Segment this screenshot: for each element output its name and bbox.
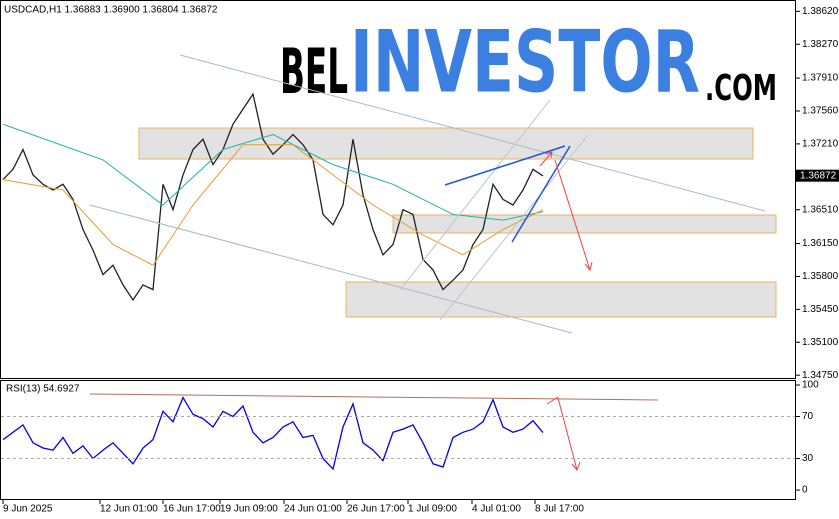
x-tick-label: 16 Jun 17:00 [163,504,221,515]
x-tick-label: 26 Jun 17:00 [347,504,405,515]
watermark: .COM [705,68,777,109]
y-tick-label: 70 [802,411,814,422]
x-tick-label: 9 Jun 2025 [3,504,53,515]
trend-line [179,54,766,212]
x-tick-label: 8 Jul 17:00 [535,504,584,515]
arrow [546,396,559,405]
y-tick-label: 1.38270 [802,39,839,50]
price-panel [0,0,796,379]
y-tick-label: 1.34750 [802,370,839,381]
trend-line [439,134,589,321]
arrow [539,151,553,167]
series-line [2,92,544,302]
watermark: BEL [280,35,348,108]
trend-line [511,145,571,243]
x-tick-label: 4 Jul 01:00 [472,504,521,515]
y-tick-label: 1.37210 [802,139,839,150]
trend-line [89,393,659,401]
y-tick-label: 1.35800 [802,271,839,282]
drawings [89,54,766,471]
x-tick-label: 12 Jun 01:00 [100,504,158,515]
y-tick-label: 1.36510 [802,204,839,215]
chart-title: USDCAD,H1 1.36883 1.36900 1.36804 1.3687… [4,5,218,16]
series-line [2,144,544,266]
zone [138,127,754,160]
arrow [554,159,591,271]
y-tick-label: 100 [802,380,819,391]
trend-line [444,145,566,186]
x-tick-label: 1 Jul 09:00 [408,504,457,515]
arrow [557,397,578,471]
series-line [2,123,544,221]
arrow-head [545,151,553,159]
zone [392,214,777,234]
trend-line [89,204,573,334]
y-tick-label: 1.36150 [802,238,839,249]
arrow-head [584,261,593,272]
trend-line [399,99,551,291]
y-tick-label: 30 [802,453,814,464]
watermark: INVESTOR [350,12,700,112]
x-tick-label: 19 Jun 09:00 [220,504,278,515]
y-tick-label: 1.35450 [802,304,839,315]
y-tick-label: 0 [802,485,808,496]
y-tick-label: 1.35100 [802,337,839,348]
rsi-title: RSI(13) 54.6927 [6,384,80,395]
y-tick-label: 1.38620 [802,6,839,17]
rsi-panel [0,380,796,500]
x-tick-label: 24 Jun 01:00 [284,504,342,515]
y-tick-label: 1.37910 [802,73,839,84]
zone [345,281,777,318]
arrow-head [571,461,581,471]
y-tick-label: 1.37560 [802,106,839,117]
last-price-box [796,169,839,182]
last-price-label: 1.36872 [800,170,837,181]
